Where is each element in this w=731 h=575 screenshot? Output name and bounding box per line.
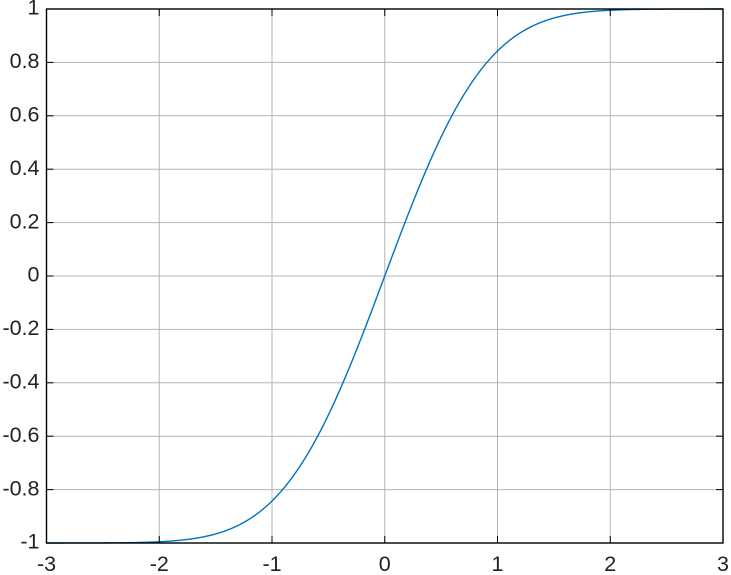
svg-text:-3: -3 — [37, 552, 56, 575]
svg-text:-0.6: -0.6 — [2, 423, 39, 447]
svg-text:2: 2 — [604, 552, 616, 575]
svg-text:1: 1 — [492, 552, 504, 575]
svg-text:0.4: 0.4 — [10, 156, 40, 180]
svg-text:-0.4: -0.4 — [2, 369, 39, 393]
svg-text:-1: -1 — [262, 552, 281, 575]
svg-text:1: 1 — [28, 0, 40, 20]
svg-text:0.8: 0.8 — [10, 49, 40, 73]
svg-text:-0.2: -0.2 — [2, 316, 39, 340]
svg-text:3: 3 — [717, 552, 729, 575]
svg-text:-2: -2 — [150, 552, 169, 575]
svg-text:-1: -1 — [20, 530, 39, 554]
svg-text:0: 0 — [379, 552, 391, 575]
svg-text:0.2: 0.2 — [10, 209, 40, 233]
svg-text:0.6: 0.6 — [10, 102, 40, 126]
svg-text:0: 0 — [28, 263, 40, 287]
svg-text:-0.8: -0.8 — [2, 476, 39, 500]
